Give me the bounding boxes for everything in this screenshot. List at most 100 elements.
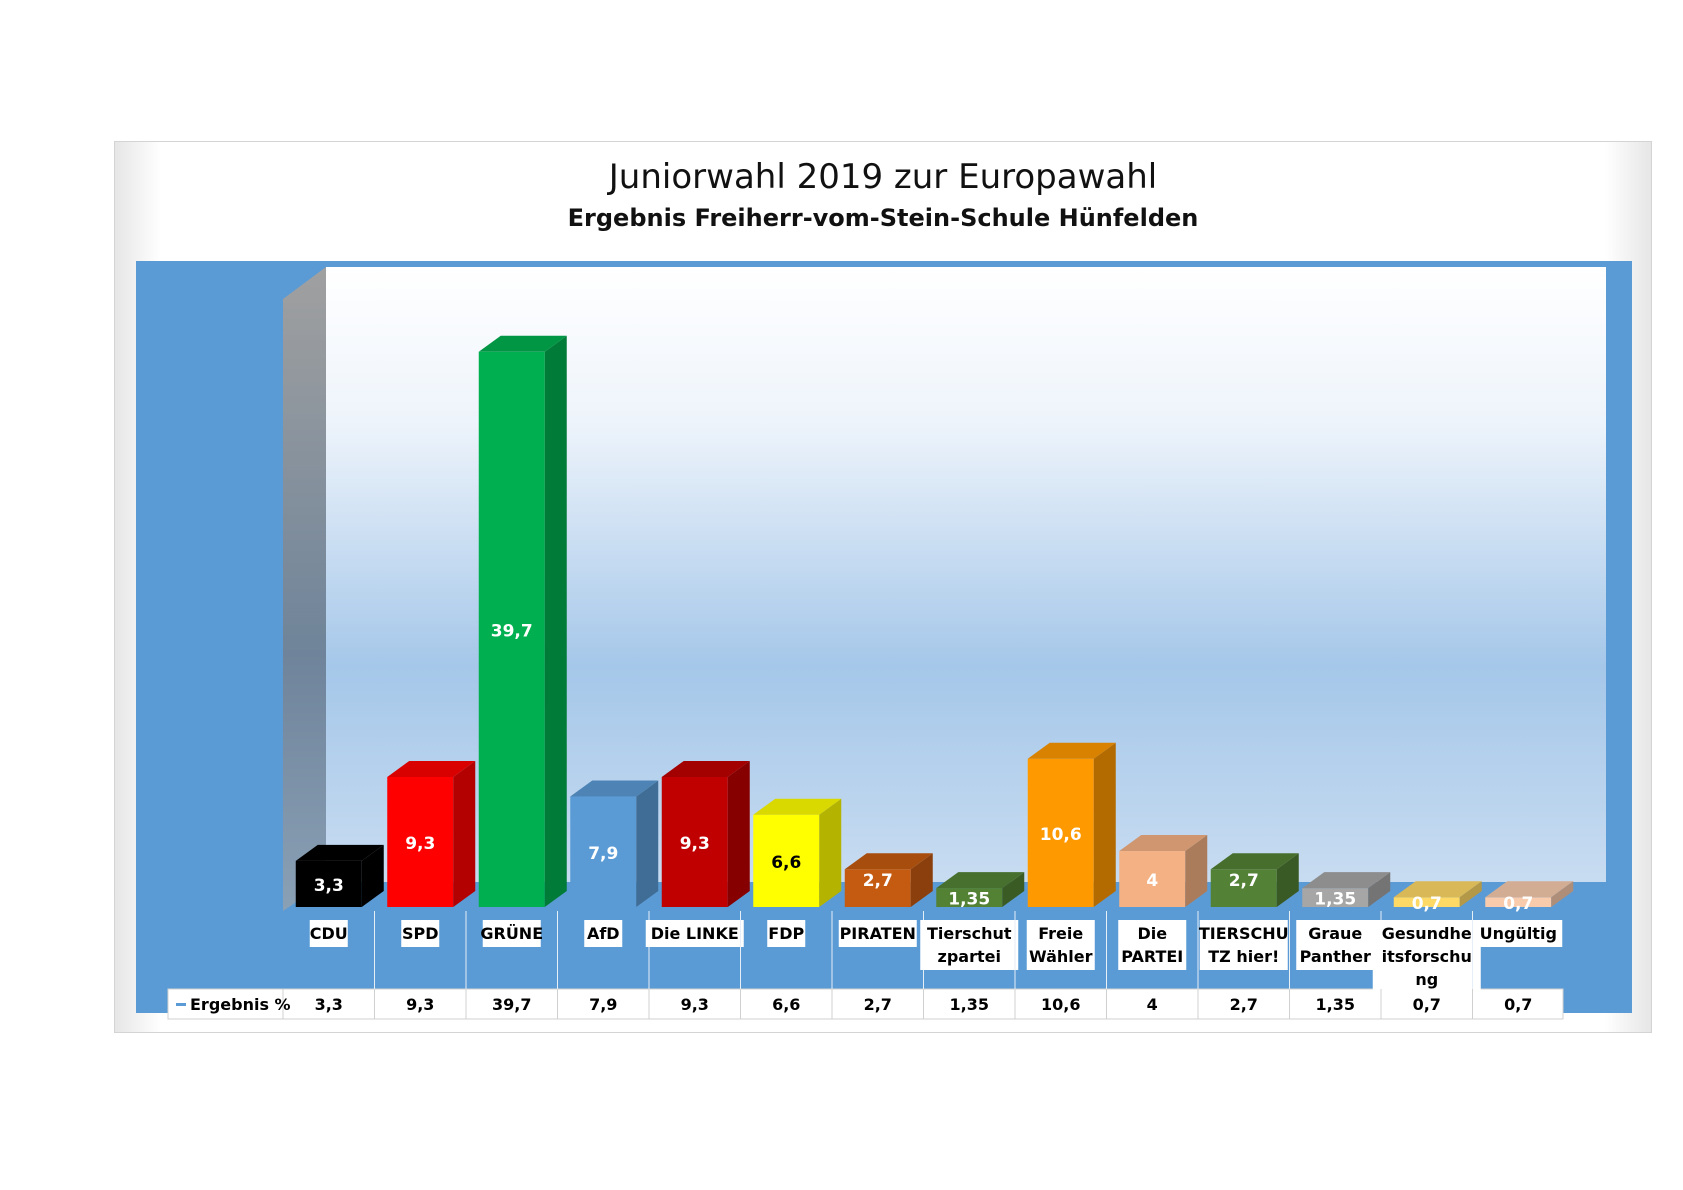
bar-side — [819, 798, 842, 907]
table-value: 1,35 — [1316, 995, 1355, 1014]
category-label: TIERSCHU — [1199, 924, 1289, 943]
bar-top — [295, 844, 384, 861]
table-value: 7,9 — [589, 995, 617, 1014]
chart-subtitle: Ergebnis Freiherr-vom-Stein-Schule Hünfe… — [567, 204, 1199, 232]
bar — [387, 776, 454, 907]
bar — [1027, 758, 1094, 907]
bar-side — [1459, 881, 1482, 907]
category-label-bg — [1118, 920, 1187, 970]
data-label: 1,35 — [1314, 890, 1356, 910]
category-label: PARTEI — [1121, 947, 1183, 966]
category-label: Die — [1137, 924, 1167, 943]
bar — [1302, 888, 1369, 907]
table-value: 10,6 — [1041, 995, 1080, 1014]
category-label: Graue — [1308, 924, 1362, 943]
category-label: Tierschut — [927, 924, 1012, 943]
table-value: 2,7 — [1230, 995, 1258, 1014]
bar-top — [844, 853, 933, 870]
category-label-bg — [1026, 920, 1095, 970]
bar-side — [1185, 835, 1208, 907]
bar-top — [1393, 881, 1482, 898]
bar-top — [1027, 742, 1116, 759]
table-value: 0,7 — [1413, 995, 1441, 1014]
bar — [661, 776, 728, 907]
bar — [295, 860, 362, 907]
category-label: itsforschu — [1382, 947, 1472, 966]
bar — [753, 814, 820, 907]
category-label-bg — [1296, 920, 1375, 970]
bar-top — [661, 760, 750, 777]
bar-top — [1302, 872, 1391, 889]
category-label: GRÜNE — [480, 924, 543, 943]
category-label-bg — [1372, 920, 1481, 993]
category-label-bg — [1474, 920, 1563, 947]
bar — [1119, 851, 1186, 907]
bar — [936, 888, 1003, 907]
table-value: 3,3 — [315, 995, 343, 1014]
category-label-bg — [767, 920, 806, 947]
category-label: TZ hier! — [1208, 947, 1279, 966]
data-label: 39,7 — [491, 621, 533, 641]
bar — [478, 351, 545, 907]
category-label-bg — [584, 920, 623, 947]
table-value: 6,6 — [772, 995, 800, 1014]
bar-side — [727, 760, 750, 907]
table-value: 0,7 — [1504, 995, 1532, 1014]
bar — [570, 796, 637, 907]
data-label: 10,6 — [1040, 825, 1082, 845]
bar-top — [570, 780, 659, 797]
bar-side — [1368, 872, 1391, 907]
category-label-bg — [401, 920, 440, 947]
chart-title: Juniorwahl 2019 zur Europawahl — [608, 157, 1158, 197]
table-value: 39,7 — [492, 995, 531, 1014]
bar-side — [1551, 881, 1574, 907]
category-label: ng — [1415, 970, 1438, 989]
bar — [1393, 897, 1460, 907]
bar-top — [1485, 881, 1574, 898]
bar-top — [936, 872, 1025, 889]
category-label: zpartei — [938, 947, 1001, 966]
side-wall — [283, 267, 326, 911]
data-label: 0,7 — [1503, 894, 1533, 914]
category-label: SPD — [402, 924, 439, 943]
data-label: 9,3 — [680, 834, 710, 854]
category-label: FDP — [768, 924, 804, 943]
category-label: Ungültig — [1480, 924, 1557, 943]
bar-top — [1210, 853, 1299, 870]
series-name: Ergebnis % — [190, 995, 291, 1014]
category-label: Die LINKE — [651, 924, 739, 943]
category-label: CDU — [310, 924, 348, 943]
category-label-bg — [645, 920, 744, 947]
bar — [1485, 897, 1552, 907]
data-label: 2,7 — [1229, 871, 1259, 891]
bar-top — [753, 798, 842, 815]
category-label: AfD — [587, 924, 620, 943]
category-label-bg — [309, 920, 348, 947]
category-label-bg — [838, 920, 917, 947]
table-value: 4 — [1147, 995, 1158, 1014]
data-label: 2,7 — [863, 871, 893, 891]
bar — [844, 869, 911, 907]
category-label: PIRATEN — [840, 924, 916, 943]
category-label-bg — [920, 920, 1019, 970]
table-value: 1,35 — [950, 995, 989, 1014]
category-label-bg — [482, 920, 541, 947]
bar-top — [1119, 835, 1208, 852]
bar-side — [453, 760, 476, 907]
category-label: Panther — [1300, 947, 1371, 966]
bar-side — [1002, 872, 1025, 907]
bar-top — [387, 760, 476, 777]
data-table-row — [167, 988, 1564, 1020]
category-label: Freie — [1038, 924, 1083, 943]
data-label: 0,7 — [1412, 894, 1442, 914]
data-label: 9,3 — [405, 834, 435, 854]
category-label-bg — [1199, 920, 1288, 970]
data-label: 6,6 — [771, 853, 801, 873]
category-label: Gesundhe — [1382, 924, 1472, 943]
table-value: 9,3 — [681, 995, 709, 1014]
data-label: 1,35 — [948, 890, 990, 910]
bar-top — [478, 335, 567, 352]
bar-side — [910, 853, 933, 907]
bar-side — [361, 844, 384, 907]
